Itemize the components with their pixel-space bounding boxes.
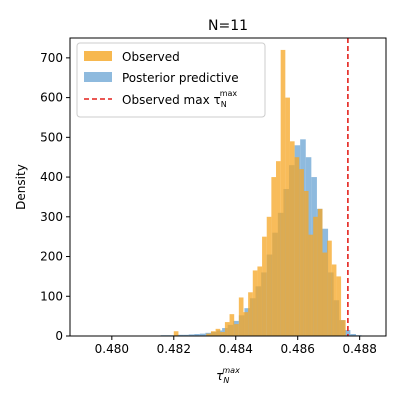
x-axis-ticks: 0.480 0.482 0.484 0.486 0.488 xyxy=(95,336,377,356)
y-tick-label: 200 xyxy=(40,250,63,264)
observed-bar xyxy=(313,216,318,336)
posterior-bar xyxy=(350,334,356,336)
observed-bar xyxy=(243,312,249,336)
legend-label-observed: Observed xyxy=(122,50,180,64)
observed-bar xyxy=(234,324,239,336)
x-tick-label: 0.488 xyxy=(342,342,376,356)
observed-bar xyxy=(276,161,281,336)
legend-label-posterior: Posterior predictive xyxy=(122,71,239,85)
observed-bar xyxy=(285,97,290,336)
observed-bar xyxy=(322,252,328,336)
y-tick-label: 700 xyxy=(40,51,63,65)
x-axis-label-main: τ xyxy=(216,369,224,383)
observed-bar xyxy=(248,292,253,336)
observed-bar xyxy=(336,276,342,336)
x-tick-label: 0.484 xyxy=(219,342,253,356)
observed-bar xyxy=(262,236,267,336)
observed-bar xyxy=(206,333,211,336)
posterior-bar xyxy=(183,334,189,336)
posterior-bar xyxy=(194,334,200,336)
observed-bar xyxy=(210,331,216,336)
y-axis-label: Density xyxy=(14,164,28,210)
observed-bar xyxy=(327,240,332,336)
y-tick-label: 600 xyxy=(40,91,63,105)
posterior-bar xyxy=(199,333,206,336)
y-axis-ticks: 0 100 200 300 400 500 600 700 xyxy=(40,51,70,343)
y-tick-label: 0 xyxy=(55,329,63,343)
legend-label-observed-max-main: Observed max τ xyxy=(122,93,221,107)
y-tick-label: 500 xyxy=(40,130,63,144)
y-tick-label: 300 xyxy=(40,210,63,224)
observed-bar xyxy=(308,234,314,336)
posterior-bar xyxy=(188,334,195,336)
observed-bar xyxy=(341,320,346,336)
legend-swatch-posterior xyxy=(84,72,112,82)
observed-bar xyxy=(224,322,230,336)
plot-area xyxy=(99,38,362,337)
observed-bar xyxy=(303,190,309,336)
observed-bar xyxy=(215,328,221,336)
posterior-bar xyxy=(177,334,184,336)
x-tick-label: 0.480 xyxy=(95,342,129,356)
observed-bar xyxy=(220,332,225,336)
observed-bar xyxy=(289,141,295,336)
observed-bar xyxy=(331,264,337,336)
observed-bar xyxy=(280,49,286,337)
x-axis-label-sup: max xyxy=(222,366,240,375)
observed-bar xyxy=(252,270,258,336)
legend-label-observed-max: Observed max τNmax xyxy=(122,89,237,109)
chart-title: N=11 xyxy=(208,18,248,34)
x-axis-label: τNmax xyxy=(216,366,240,385)
y-tick-label: 400 xyxy=(40,170,63,184)
observed-bar xyxy=(266,216,272,336)
observed-bar xyxy=(173,331,179,336)
x-tick-label: 0.486 xyxy=(281,342,315,356)
observed-bar xyxy=(299,169,304,336)
observed-bars xyxy=(173,49,346,337)
plot-frame xyxy=(69,37,387,337)
observed-bar xyxy=(238,297,244,336)
legend-box xyxy=(76,42,266,118)
x-tick-label: 0.482 xyxy=(157,342,191,356)
observed-bar xyxy=(271,177,277,336)
observed-bar xyxy=(317,208,323,336)
legend: Observed Posterior predictive Observed m… xyxy=(76,42,266,118)
x-axis-label-sub: N xyxy=(223,376,229,385)
posterior-bar xyxy=(344,330,351,336)
y-tick-label: 100 xyxy=(40,289,63,303)
observed-bar xyxy=(257,266,263,336)
legend-label-observed-max-sub: N xyxy=(221,100,227,109)
observed-bar xyxy=(294,157,300,336)
legend-swatch-observed xyxy=(84,51,112,61)
legend-label-observed-max-sup: max xyxy=(220,89,238,98)
observed-bar xyxy=(229,314,235,336)
